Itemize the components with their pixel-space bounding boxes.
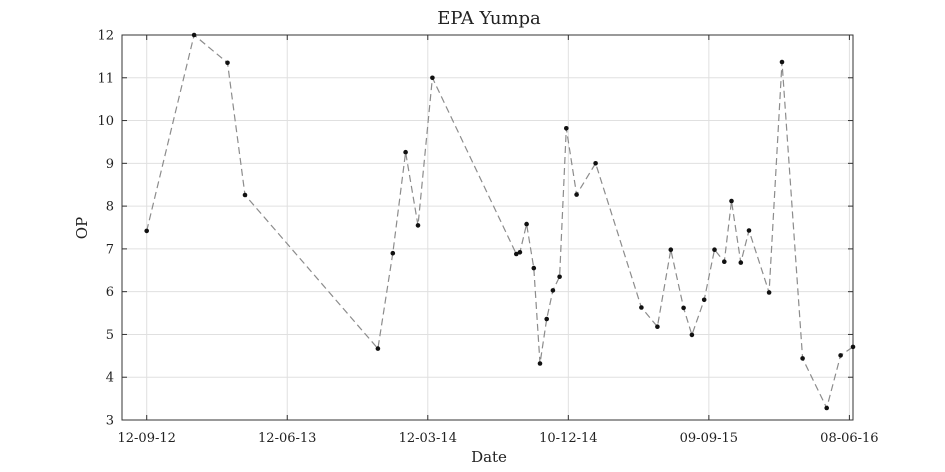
x-tick-label: 12-03-14 bbox=[399, 431, 457, 446]
data-point bbox=[544, 316, 549, 322]
data-point bbox=[242, 192, 248, 198]
data-point bbox=[838, 353, 843, 358]
chart-title: EPA Yumpa bbox=[437, 8, 541, 29]
data-point bbox=[564, 126, 569, 131]
data-point bbox=[191, 32, 197, 38]
x-tick-label: 09-09-15 bbox=[680, 431, 738, 446]
data-point bbox=[722, 259, 727, 265]
data-point bbox=[701, 297, 707, 303]
x-tick-label: 12-06-13 bbox=[258, 431, 316, 446]
data-point bbox=[390, 250, 396, 256]
data-point bbox=[537, 361, 543, 366]
data-point bbox=[557, 274, 562, 280]
ticks: 3 4 5 6 7 8 9 10 11 12 12-09-12 12-06-13 12-03-14 10-… bbox=[97, 29, 878, 447]
data-point bbox=[850, 344, 856, 350]
data-point bbox=[514, 251, 519, 257]
grid bbox=[122, 34, 853, 421]
data-point bbox=[689, 332, 695, 338]
data-point bbox=[517, 250, 523, 255]
x-axis-label: Date bbox=[471, 448, 507, 466]
data-point bbox=[225, 60, 230, 66]
y-tick-label: 7 bbox=[106, 242, 114, 257]
y-tick-label: 3 bbox=[106, 414, 114, 429]
y-axis-label: OP bbox=[73, 217, 91, 239]
data-point bbox=[593, 161, 598, 166]
y-tick-label: 11 bbox=[97, 71, 114, 86]
data-point bbox=[639, 305, 644, 310]
data-point bbox=[746, 228, 752, 233]
data-point bbox=[403, 149, 408, 155]
y-tick-label: 5 bbox=[106, 328, 114, 343]
y-tick-label: 6 bbox=[106, 285, 114, 300]
data-point bbox=[668, 247, 674, 252]
data-point bbox=[800, 356, 805, 361]
data-point bbox=[681, 305, 686, 311]
data-point bbox=[766, 290, 772, 295]
data-point bbox=[430, 75, 435, 81]
data-point bbox=[531, 265, 537, 271]
data-point bbox=[550, 288, 556, 293]
y-tick-label: 12 bbox=[97, 29, 114, 44]
y-tick-label: 4 bbox=[106, 371, 114, 386]
y-tick-label: 10 bbox=[97, 114, 114, 129]
data-point bbox=[712, 247, 717, 252]
data-point bbox=[574, 192, 579, 197]
data-point bbox=[779, 59, 785, 65]
data-point bbox=[524, 221, 529, 227]
x-tick-label: 08-06-16 bbox=[820, 431, 878, 446]
x-tick-label: 12-09-12 bbox=[117, 431, 175, 446]
series-line bbox=[146, 33, 854, 410]
data-point bbox=[655, 324, 660, 330]
data-point bbox=[824, 405, 829, 411]
y-tick-label: 8 bbox=[106, 200, 114, 215]
data-point bbox=[375, 346, 381, 351]
y-tick-label: 9 bbox=[106, 157, 114, 172]
data-point bbox=[738, 260, 744, 265]
x-tick-label: 10-12-14 bbox=[539, 431, 597, 446]
data-points bbox=[144, 32, 856, 411]
data-point bbox=[415, 223, 421, 228]
data-point bbox=[144, 228, 149, 234]
plot-frame bbox=[121, 34, 854, 421]
data-point bbox=[729, 198, 734, 204]
